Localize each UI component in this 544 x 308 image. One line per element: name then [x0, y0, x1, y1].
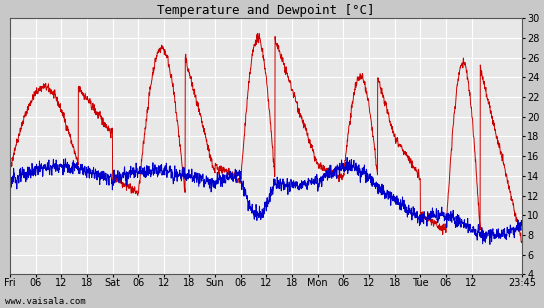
- Text: www.vaisala.com: www.vaisala.com: [5, 298, 86, 306]
- Title: Temperature and Dewpoint [°C]: Temperature and Dewpoint [°C]: [157, 4, 375, 17]
